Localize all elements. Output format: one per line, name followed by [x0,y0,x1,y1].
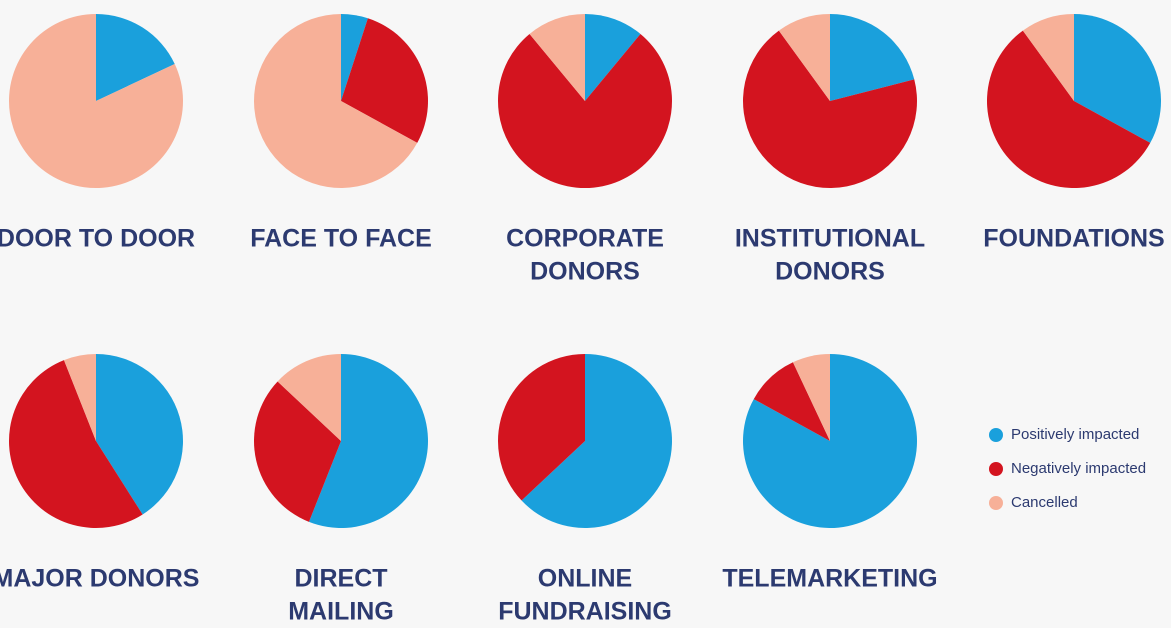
pie-title: FOUNDATIONS [983,225,1164,253]
pie-title: DOOR TO DOOR [0,225,195,253]
pie-slice [529,14,585,101]
legend-label: Negatively impacted [1011,460,1146,477]
legend-label: Positively impacted [1011,426,1139,443]
pie-slice [521,354,672,528]
pie-title: ONLINE [538,565,632,593]
pie-slice [8,14,183,188]
pie-slice [254,14,418,188]
pie-slice [277,354,341,441]
pie-slice [987,30,1151,188]
pie-title: MAILING [288,598,394,626]
pie-title: DIRECT [294,565,387,593]
pie-slice [743,30,917,188]
pie-slice [742,354,917,529]
pie-title: FACE TO FACE [250,225,432,253]
pie-title: CORPORATE [506,225,664,253]
pie-slice [585,14,641,101]
pie-slice [1022,14,1074,101]
pie-slice [1074,14,1161,143]
pie-slice [792,354,830,441]
legend-swatch [989,428,1003,442]
pie-title: INSTITUTIONAL [735,225,925,253]
pie-title: TELEMARKETING [722,565,937,593]
pie-slice [9,360,143,528]
pie-slice [63,354,96,441]
pie-slice [497,354,585,501]
pie-title: FUNDRAISING [498,598,672,626]
pie-slice [753,362,830,441]
pie-slice [830,14,915,101]
pie-slice [96,14,175,101]
pie-slice [341,18,428,143]
legend-label: Cancelled [1011,494,1078,511]
pie-slice [498,33,672,189]
pie-slice [96,354,183,515]
legend-swatch [989,496,1003,510]
pie-title: MAJOR DONORS [0,565,199,593]
pie-slice [253,381,341,522]
pie-slice [341,14,368,101]
legend-swatch [989,462,1003,476]
pie-title: DONORS [530,258,640,286]
pie-slice [778,14,830,101]
pie-title: DONORS [775,258,885,286]
pie-slice [308,354,428,528]
